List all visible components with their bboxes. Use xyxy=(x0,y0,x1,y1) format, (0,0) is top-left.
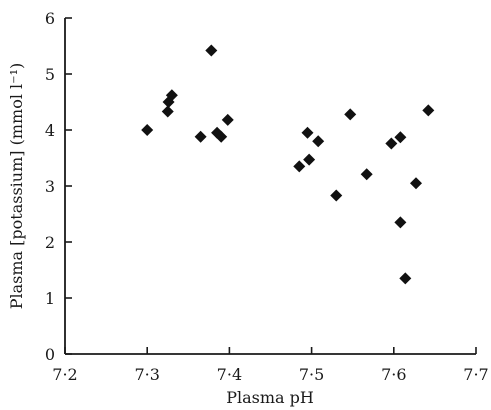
data-point xyxy=(330,189,343,202)
y-axis-ticks: 0 1 2 3 4 5 6 xyxy=(45,9,72,364)
data-point xyxy=(194,130,207,143)
data-point xyxy=(165,89,178,102)
data-point xyxy=(312,135,325,148)
data-point xyxy=(399,272,412,285)
x-axis-ticks: 7·2 7·3 7·4 7·5 7·6 7·7 xyxy=(52,347,489,384)
y-axis-label: Plasma [potassium] (mmol l⁻¹) xyxy=(7,63,26,310)
x-tick-label: 7·7 xyxy=(463,365,488,384)
y-tick-label: 4 xyxy=(45,121,55,140)
data-point xyxy=(394,131,407,144)
y-tick-label: 2 xyxy=(45,233,55,252)
data-point xyxy=(205,44,218,57)
data-point xyxy=(303,153,316,166)
data-point xyxy=(161,105,174,118)
x-tick-label: 7·4 xyxy=(217,365,242,384)
data-point xyxy=(293,160,306,173)
y-tick-label: 0 xyxy=(45,345,55,364)
x-tick-label: 7·6 xyxy=(381,365,406,384)
data-point xyxy=(394,216,407,229)
data-point xyxy=(409,177,422,190)
data-point xyxy=(344,108,357,121)
data-point xyxy=(215,130,228,143)
x-tick-label: 7·2 xyxy=(52,365,77,384)
y-tick-label: 5 xyxy=(45,65,55,84)
y-tick-label: 6 xyxy=(45,9,55,28)
data-point xyxy=(360,168,373,181)
x-axis-label: Plasma pH xyxy=(226,388,314,407)
x-tick-label: 7·3 xyxy=(134,365,159,384)
data-point xyxy=(385,137,398,150)
y-tick-label: 1 xyxy=(45,289,55,308)
x-tick-label: 7·5 xyxy=(299,365,324,384)
y-tick-label: 3 xyxy=(45,177,55,196)
data-points xyxy=(141,44,435,285)
data-point xyxy=(221,113,234,126)
data-point xyxy=(141,124,154,136)
data-point xyxy=(301,126,314,139)
data-point xyxy=(422,104,435,117)
